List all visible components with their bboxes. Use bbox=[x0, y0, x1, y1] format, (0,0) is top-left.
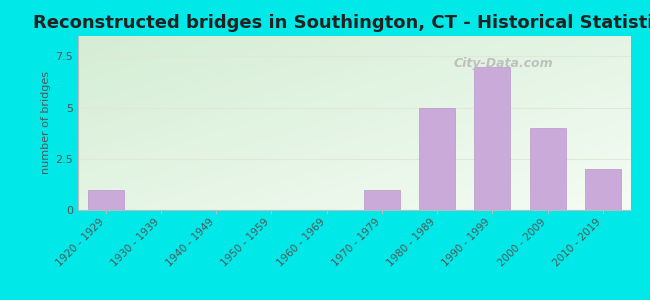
Title: Reconstructed bridges in Southington, CT - Historical Statistics: Reconstructed bridges in Southington, CT… bbox=[33, 14, 650, 32]
Bar bbox=[474, 67, 510, 210]
Bar bbox=[364, 190, 400, 210]
Text: City-Data.com: City-Data.com bbox=[454, 57, 553, 70]
Bar bbox=[530, 128, 566, 210]
Bar bbox=[585, 169, 621, 210]
Y-axis label: number of bridges: number of bridges bbox=[41, 71, 51, 175]
Bar bbox=[419, 108, 455, 210]
Bar bbox=[88, 190, 124, 210]
